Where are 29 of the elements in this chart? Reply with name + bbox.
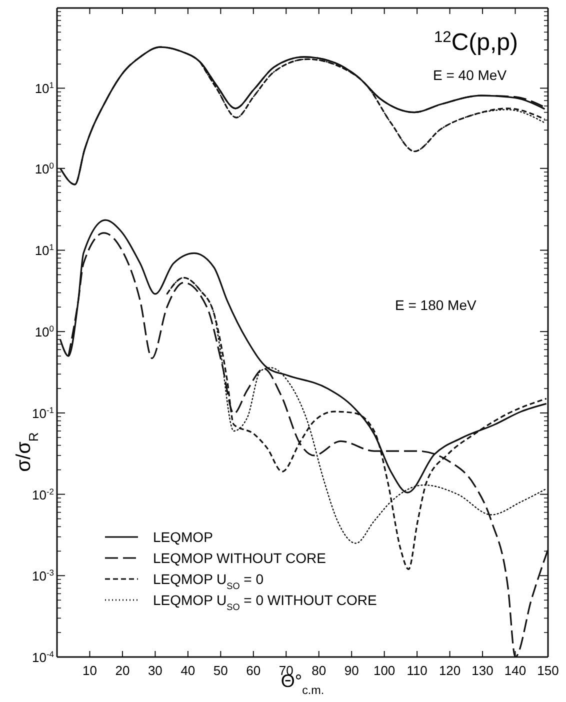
annotation: E = 40 MeV xyxy=(433,67,508,83)
legend-label: LEQMOP xyxy=(153,529,213,545)
x-tick-label: 90 xyxy=(344,663,359,678)
legend-label: LEQMOP U$_{SO}$ = 0 xyxy=(153,571,264,591)
x-tick-label: 30 xyxy=(148,663,162,678)
y-tick-label: 10$^{1}$ xyxy=(34,80,54,96)
x-tick-label: 20 xyxy=(115,663,130,678)
y-tick-label: 10$^{-3}$ xyxy=(32,568,54,584)
y-tick-label: 10$^{-4}$ xyxy=(32,649,54,665)
legend-label: LEQMOP WITHOUT CORE xyxy=(153,550,326,566)
y-tick-label: 10$^{0}$ xyxy=(34,324,54,340)
y-tick-label: 10$^{-1}$ xyxy=(32,404,54,421)
x-tick-label: 100 xyxy=(373,663,396,678)
x-tick-label: 40 xyxy=(180,663,196,678)
x-tick-label: 10 xyxy=(82,663,97,678)
annotation: E = 180 MeV xyxy=(395,297,477,313)
x-tick-label: 60 xyxy=(246,663,261,678)
x-tick-label: 130 xyxy=(472,663,494,678)
x-tick-label: 50 xyxy=(213,663,228,678)
legend-label: LEQMOP U$_{SO}$ = 0 WITHOUT CORE xyxy=(153,592,377,612)
y-tick-label: 10$^{0}$ xyxy=(34,160,54,176)
y-tick-label: 10$^{1}$ xyxy=(34,242,54,258)
x-tick-label: 80 xyxy=(312,663,326,678)
x-tick-label: 140 xyxy=(504,663,526,678)
x-tick-label: 120 xyxy=(438,663,461,678)
y-tick-label: 10$^{-2}$ xyxy=(32,486,54,502)
x-tick-label: 150 xyxy=(537,663,559,678)
text: $^{12}$C(p,p) xyxy=(434,28,518,56)
x-tick-label: 110 xyxy=(406,663,428,678)
